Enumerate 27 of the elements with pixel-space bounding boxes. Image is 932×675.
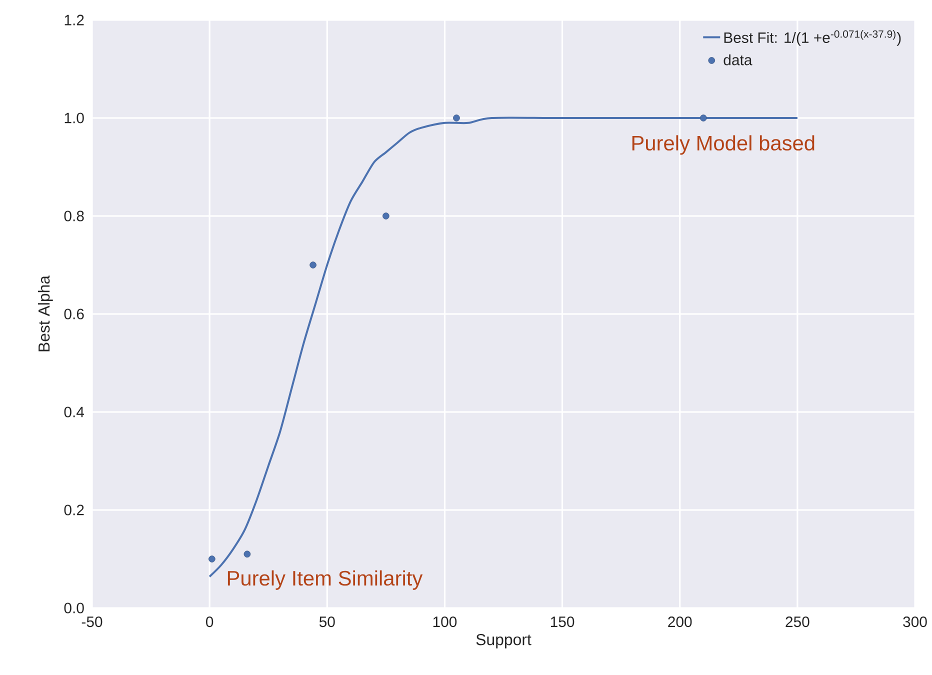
point	[244, 550, 251, 558]
point	[453, 114, 460, 122]
legend-label: Best Fit: 1/(1 +e$^{-0.071(x-37.9)}$)	[724, 30, 901, 46]
y-tick-label: 0.4	[64, 406, 84, 418]
x-axis-title: Support	[476, 634, 532, 648]
x-tick-label: 250	[786, 616, 810, 628]
point	[382, 212, 390, 220]
y-tick-label: 0.8	[64, 210, 84, 222]
x-tick-label: 0	[206, 616, 214, 628]
x-tick-label: -50	[82, 616, 102, 628]
y-tick-label: 1.2	[64, 14, 84, 26]
x-tick-label: 100	[433, 616, 457, 628]
x-tick-label: 300	[903, 616, 927, 628]
annotation: Purely Item Similarity	[228, 570, 423, 590]
y-tick-label: 0.0	[64, 602, 84, 614]
x-tick-label: 200	[668, 616, 692, 628]
annotation: Purely Model based	[632, 135, 814, 155]
y-axis-title: Best Alpha	[38, 275, 53, 352]
legend-label: data	[724, 54, 752, 66]
point	[700, 114, 707, 122]
x-tick-label: 50	[319, 616, 335, 628]
x-tick-label: 150	[550, 616, 574, 628]
y-tick-label: 0.6	[64, 308, 84, 320]
point	[208, 556, 216, 562]
y-tick-label: 1.0	[64, 112, 84, 124]
y-tick-label: 0.2	[64, 504, 84, 516]
point	[310, 262, 316, 268]
